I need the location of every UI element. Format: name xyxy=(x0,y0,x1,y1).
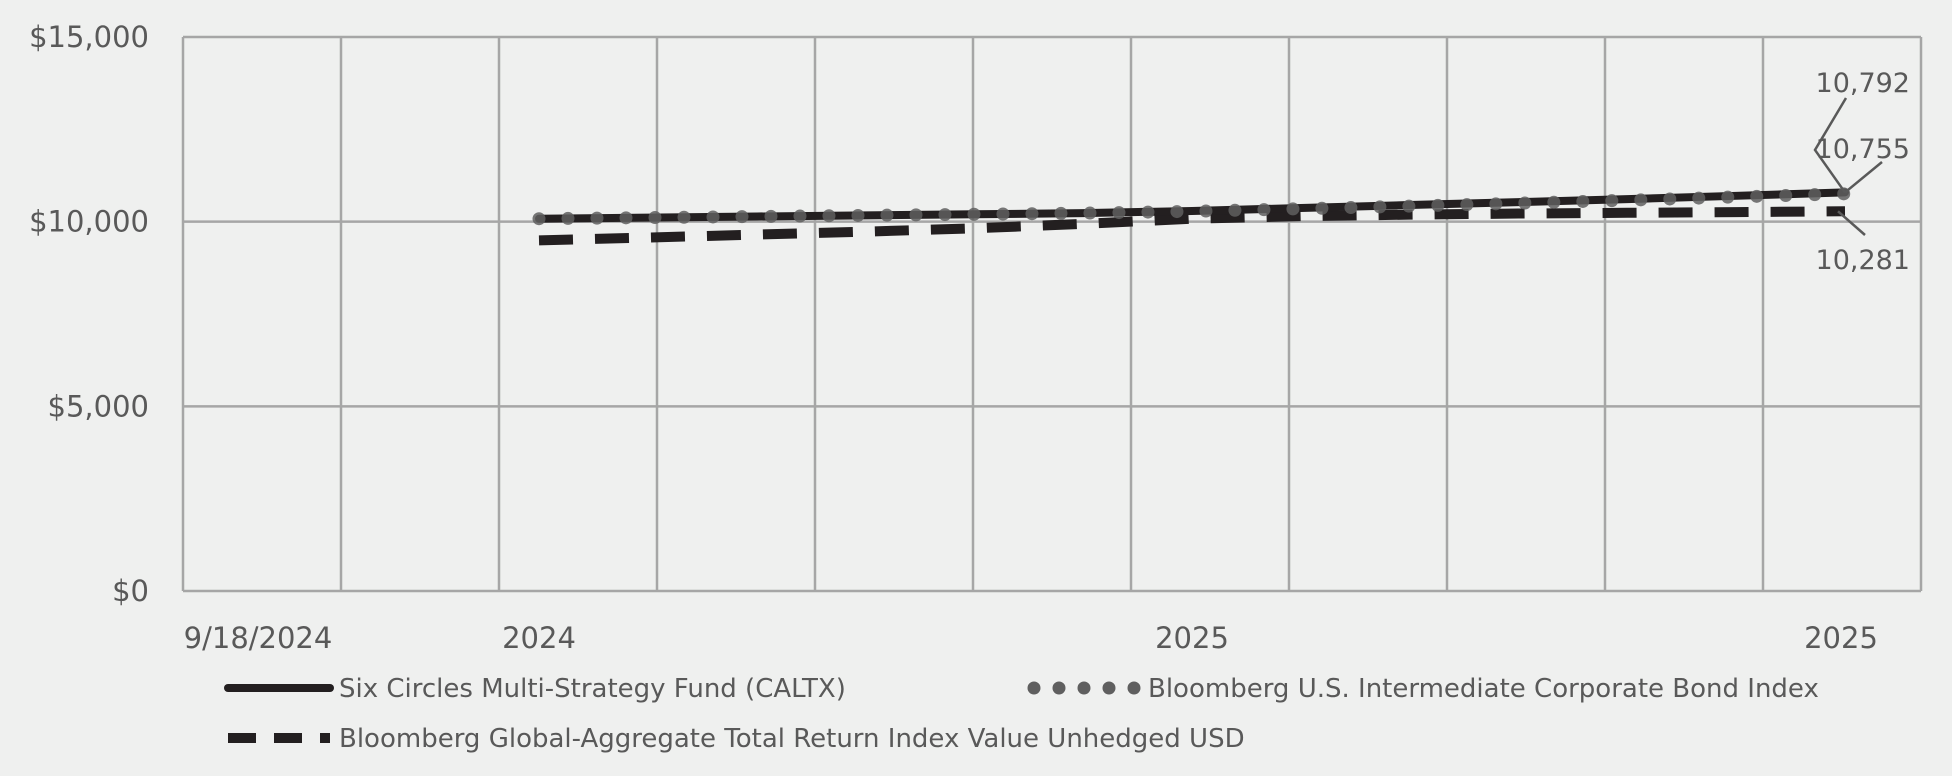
legend: Six Circles Multi-Strategy Fund (CALTX) B… xyxy=(224,674,1819,754)
legend-label: Bloomberg U.S. Intermediate Corporate Bo… xyxy=(1148,674,1819,704)
end-label: 10,755 xyxy=(1816,134,1910,165)
end-label: 10,792 xyxy=(1816,68,1910,99)
x-tick-label: 2025 xyxy=(1155,621,1229,655)
series-line-dashed xyxy=(538,206,1846,246)
leader-line xyxy=(1813,97,1848,194)
series-lines xyxy=(532,187,1852,246)
series-line-solid xyxy=(535,188,1849,223)
y-tick-label: $0 xyxy=(112,574,149,608)
leader-line xyxy=(1844,161,1883,194)
end-label: 10,281 xyxy=(1816,245,1910,276)
leader-line xyxy=(1837,210,1866,236)
y-tick-label: $5,000 xyxy=(48,389,149,423)
grid xyxy=(181,35,1923,593)
x-tick-label: 2024 xyxy=(502,621,576,655)
end-labels: 10,792 10,755 10,281 xyxy=(1813,68,1910,276)
x-axis: 9/18/2024 2024 2025 2025 xyxy=(184,621,1878,655)
legend-label: Six Circles Multi-Strategy Fund (CALTX) xyxy=(339,674,846,704)
y-tick-label: $15,000 xyxy=(29,20,149,54)
x-tick-label: 2025 xyxy=(1804,621,1878,655)
y-axis: $0 $5,000 $10,000 $15,000 xyxy=(29,20,149,608)
legend-label: Bloomberg Global-Aggregate Total Return … xyxy=(339,724,1245,754)
y-tick-label: $10,000 xyxy=(29,205,149,239)
x-tick-label: 9/18/2024 xyxy=(184,621,333,655)
